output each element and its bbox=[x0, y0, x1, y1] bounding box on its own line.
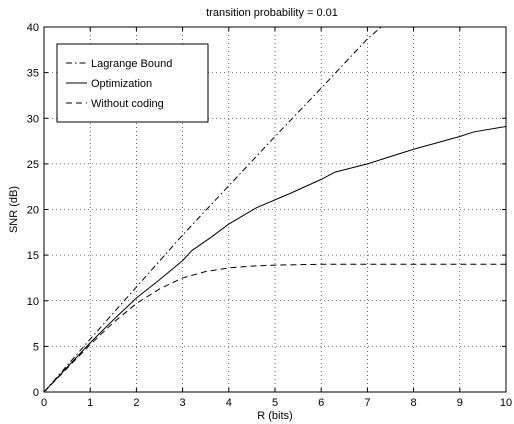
y-tick-label: 30 bbox=[27, 113, 39, 125]
legend-label: Optimization bbox=[91, 78, 152, 90]
x-tick-label: 3 bbox=[180, 397, 186, 409]
y-tick-label: 15 bbox=[27, 250, 39, 262]
y-tick-label: 40 bbox=[27, 22, 39, 34]
y-tick-label: 20 bbox=[27, 205, 39, 217]
series-layer bbox=[44, 27, 506, 392]
x-tick-label: 4 bbox=[226, 397, 232, 409]
x-tick-label: 0 bbox=[41, 397, 47, 409]
x-tick-label: 1 bbox=[87, 397, 93, 409]
y-tick-label: 25 bbox=[27, 159, 39, 171]
chart-title: transition probability = 0.01 bbox=[206, 7, 338, 19]
legend-label: Lagrange Bound bbox=[91, 58, 172, 70]
series-line-optimization bbox=[44, 125, 506, 392]
y-tick-label: 0 bbox=[33, 387, 39, 399]
legend-label: Without coding bbox=[91, 98, 164, 110]
x-axis-label: R (bits) bbox=[257, 410, 292, 422]
x-tick-label: 5 bbox=[272, 397, 278, 409]
x-tick-label: 7 bbox=[364, 397, 370, 409]
legend: Lagrange Bound Optimization Without coding bbox=[56, 43, 209, 123]
tick-layer: 0 1 2 3 4 5 6 7 8 9 10 0 5 10 15 20 25 30 35 40 bbox=[27, 22, 512, 409]
y-tick-label: 35 bbox=[27, 68, 39, 80]
series-line-without-coding bbox=[44, 263, 506, 392]
x-tick-label: 2 bbox=[133, 397, 139, 409]
x-tick-label: 9 bbox=[457, 397, 463, 409]
y-tick-label: 10 bbox=[27, 296, 39, 308]
x-tick-label: 6 bbox=[318, 397, 324, 409]
x-tick-label: 10 bbox=[500, 397, 512, 409]
y-axis-label: SNR (dB) bbox=[8, 186, 20, 233]
y-tick-label: 5 bbox=[33, 341, 39, 353]
x-tick-label: 8 bbox=[411, 397, 417, 409]
